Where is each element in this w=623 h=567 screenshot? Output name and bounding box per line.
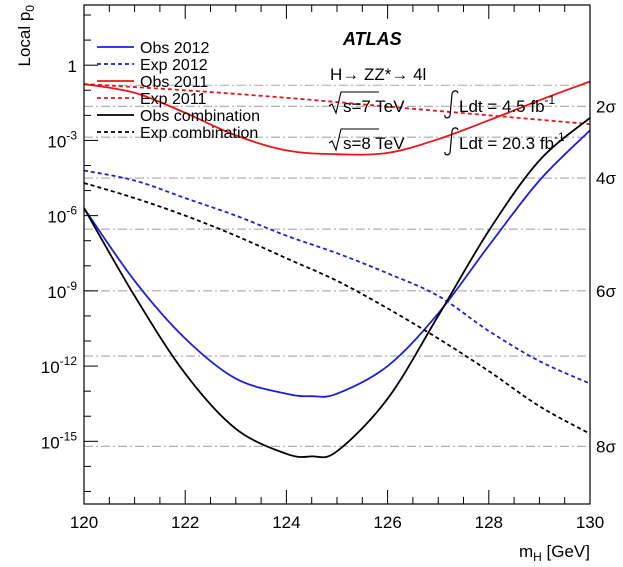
integral-symbol — [444, 127, 459, 156]
x-axis-title: mH [GeV] — [519, 542, 590, 564]
axis-ticks — [83, 5, 591, 504]
legend-label: Obs 2012 — [140, 40, 209, 57]
sqrt-s-label: s=8 TeV — [343, 134, 405, 153]
sqrt-symbol — [328, 128, 379, 152]
annotations: ATLAS H→ ZZ*→ 4l s=7 TeV Ldt = 4.5 fb-1 s=8 … — [328, 29, 565, 156]
sigma-label: 4σ — [596, 169, 616, 188]
legend-label: Obs combination — [140, 108, 260, 125]
y-tick-label: 10-12 — [41, 354, 78, 377]
curves — [83, 80, 591, 459]
y-tick-label: 1 — [68, 57, 77, 76]
y-tick-label: 10-15 — [41, 429, 78, 452]
x-tick-label: 124 — [272, 513, 300, 532]
x-tick-label: 122 — [171, 513, 199, 532]
sigma-label: 2σ — [596, 97, 616, 116]
channel-label: H→ ZZ*→ 4l — [330, 65, 426, 84]
legend-label: Exp 2011 — [140, 91, 207, 108]
sigma-label: 6σ — [596, 282, 616, 301]
sigma-lines: 2σ 4σ 6σ 8σ — [84, 84, 616, 456]
x-tick-label: 126 — [373, 513, 401, 532]
axis-labels: 120 122 124 126 128 130 1 10-3 10-6 10-9 10-12 10-1… — [15, 5, 604, 564]
x-tick-label: 120 — [70, 513, 98, 532]
lumi-label: Ldt = 4.5 fb-1 — [459, 93, 556, 116]
legend-label: Exp 2012 — [140, 57, 208, 74]
atlas-label: ATLAS — [342, 29, 402, 49]
sigma-label: 8σ — [596, 437, 616, 456]
series-line-exp-2012 — [83, 169, 591, 385]
y-tick-label: 10-6 — [47, 204, 77, 227]
legend-label: Obs 2011 — [140, 74, 208, 91]
series-line-obs-2012 — [83, 129, 591, 398]
legend-label: Exp combination — [140, 125, 258, 142]
series-line-exp-combination — [83, 182, 591, 435]
y-axis-title: Local p0 — [15, 5, 37, 67]
lumi-label: Ldt = 20.3 fb-1 — [459, 130, 565, 153]
sqrt-symbol — [328, 91, 379, 115]
series-line-exp-2011 — [83, 83, 591, 125]
integral-symbol — [444, 90, 459, 119]
y-tick-label: 10-3 — [47, 128, 77, 151]
x-tick-label: 130 — [576, 513, 604, 532]
series-line-obs-combination — [83, 117, 591, 459]
series-line-obs-2011 — [83, 80, 591, 156]
x-tick-label: 128 — [475, 513, 503, 532]
y-tick-label: 10-9 — [47, 279, 77, 302]
sqrt-s-label: s=7 TeV — [343, 97, 405, 116]
